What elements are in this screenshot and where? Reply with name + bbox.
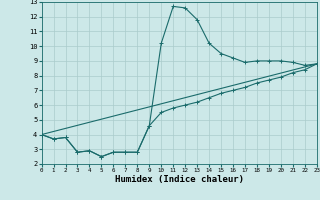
X-axis label: Humidex (Indice chaleur): Humidex (Indice chaleur): [115, 175, 244, 184]
